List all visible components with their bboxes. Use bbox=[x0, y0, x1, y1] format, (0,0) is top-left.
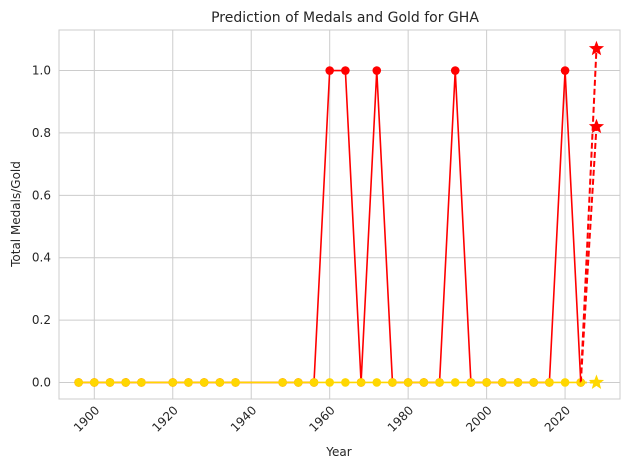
data-point bbox=[341, 66, 350, 75]
data-point bbox=[372, 378, 382, 387]
data-point bbox=[560, 378, 570, 387]
data-point bbox=[278, 378, 287, 387]
data-point bbox=[74, 378, 83, 387]
x-tick-label: 2020 bbox=[542, 403, 573, 434]
data-point bbox=[325, 66, 334, 75]
series-line bbox=[579, 126, 598, 383]
data-point bbox=[498, 378, 507, 387]
y-tick-label: 1.0 bbox=[32, 64, 51, 78]
prediction-series bbox=[579, 118, 605, 383]
plot-area bbox=[58, 29, 621, 400]
data-point bbox=[137, 378, 146, 387]
series-layer bbox=[74, 40, 605, 389]
x-tick-label: 2000 bbox=[463, 403, 494, 434]
data-point bbox=[184, 378, 193, 387]
data-point bbox=[105, 378, 115, 387]
chart-title: Prediction of Medals and Gold for GHA bbox=[211, 10, 479, 26]
data-point bbox=[215, 378, 225, 387]
data-point bbox=[294, 378, 303, 387]
y-tick-label: 0.8 bbox=[32, 126, 51, 140]
prediction-star-marker bbox=[588, 118, 605, 134]
data-point bbox=[356, 378, 366, 387]
grid bbox=[59, 30, 620, 399]
data-point bbox=[529, 378, 538, 387]
data-point bbox=[199, 378, 209, 387]
x-tick-label: 1980 bbox=[385, 403, 416, 434]
data-point bbox=[231, 378, 240, 387]
y-axis-label: Total Medals/Gold bbox=[9, 161, 23, 268]
data-series bbox=[74, 378, 586, 387]
data-point bbox=[545, 378, 554, 387]
data-point bbox=[466, 378, 476, 387]
prediction-star-marker bbox=[588, 374, 605, 389]
x-tick-label: 1900 bbox=[71, 403, 102, 434]
data-point bbox=[309, 378, 319, 387]
x-tick-label: 1960 bbox=[306, 403, 337, 434]
x-axis-label: Year bbox=[325, 445, 351, 459]
data-point bbox=[419, 378, 429, 387]
prediction-series bbox=[580, 374, 605, 389]
prediction-series bbox=[579, 40, 605, 383]
y-tick-label: 0.4 bbox=[32, 251, 51, 265]
data-point bbox=[121, 378, 130, 387]
data-point bbox=[90, 378, 99, 387]
data-point bbox=[450, 66, 460, 75]
tick-labels: 1900 1920 1940 1960 1980 2000 2020 0.0 0.2 0.4 0.6… bbox=[32, 64, 573, 435]
data-point bbox=[450, 378, 460, 387]
data-point bbox=[372, 66, 382, 75]
data-point bbox=[325, 378, 334, 387]
y-tick-label: 0.6 bbox=[32, 188, 51, 202]
x-tick-label: 1920 bbox=[149, 403, 180, 434]
data-point bbox=[435, 378, 444, 387]
y-tick-label: 0.0 bbox=[32, 375, 51, 389]
data-point bbox=[168, 378, 178, 387]
prediction-star-marker bbox=[588, 40, 605, 56]
x-tick-label: 1940 bbox=[228, 403, 259, 434]
data-point bbox=[403, 378, 413, 387]
data-point bbox=[388, 378, 397, 387]
data-point bbox=[341, 378, 350, 387]
y-tick-label: 0.2 bbox=[32, 313, 51, 327]
data-point bbox=[513, 378, 523, 387]
data-point bbox=[482, 378, 491, 387]
data-point bbox=[560, 66, 570, 75]
